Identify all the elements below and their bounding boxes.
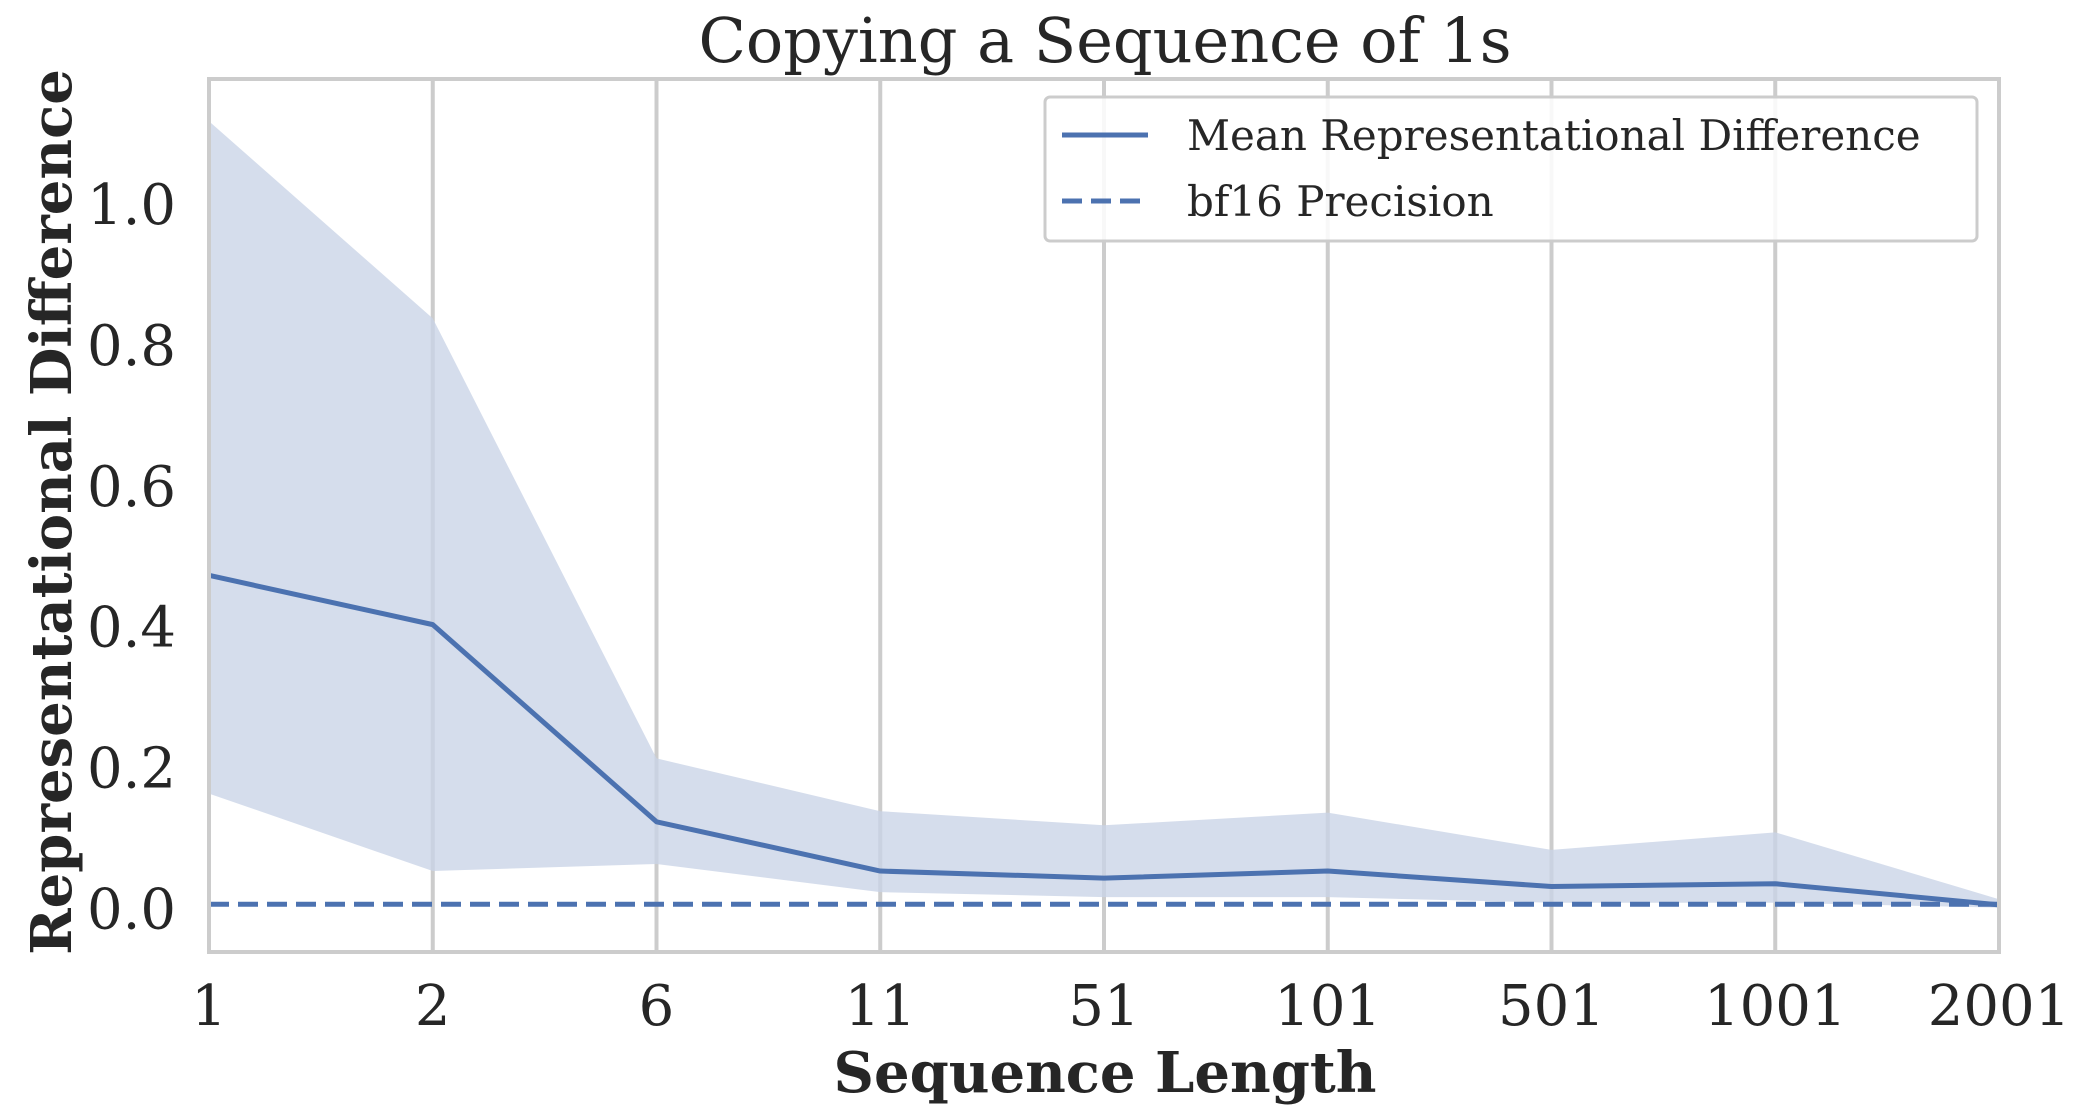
- y-tick-label: 0.2: [87, 736, 176, 801]
- y-tick-label: 1.0: [87, 173, 176, 238]
- y-ticks: 0.0 0.2 0.4 0.6 0.8 1.0: [87, 173, 176, 942]
- confidence-band-area: [209, 121, 1999, 908]
- x-tick-label: 2: [415, 974, 451, 1039]
- x-tick-label: 101: [1274, 974, 1381, 1039]
- x-tick-label: 11: [845, 974, 916, 1039]
- x-tick-label: 501: [1498, 974, 1605, 1039]
- confidence-band: [209, 121, 1999, 908]
- x-ticks: 1 2 6 11 51 101 501 1001 2001: [191, 974, 2070, 1039]
- legend-label-bf16: bf16 Precision: [1187, 177, 1494, 226]
- y-tick-label: 0.4: [87, 596, 176, 661]
- x-tick-label: 1: [191, 974, 227, 1039]
- x-tick-label: 51: [1068, 974, 1139, 1039]
- legend: Mean Representational Difference bf16 Pr…: [1043, 95, 1979, 243]
- series: [208, 572, 2000, 908]
- plot-frame: [207, 77, 2001, 954]
- chart-title: Copying a Sequence of 1s: [698, 4, 1511, 77]
- y-axis-label: Representational Difference: [19, 69, 85, 955]
- x-tick-label: 2001: [1928, 974, 2071, 1039]
- y-tick-label: 0.8: [87, 314, 176, 379]
- x-tick-label: 1001: [1704, 974, 1847, 1039]
- mean-difference-line: [208, 572, 2000, 908]
- y-tick-label: 0.6: [87, 455, 176, 520]
- legend-label-mean: Mean Representational Difference: [1187, 111, 1921, 160]
- y-tick-label: 0.0: [87, 877, 176, 942]
- x-axis-label: Sequence Length: [834, 1040, 1377, 1106]
- x-tick-label: 6: [639, 974, 675, 1039]
- legend-box: [1043, 95, 1979, 243]
